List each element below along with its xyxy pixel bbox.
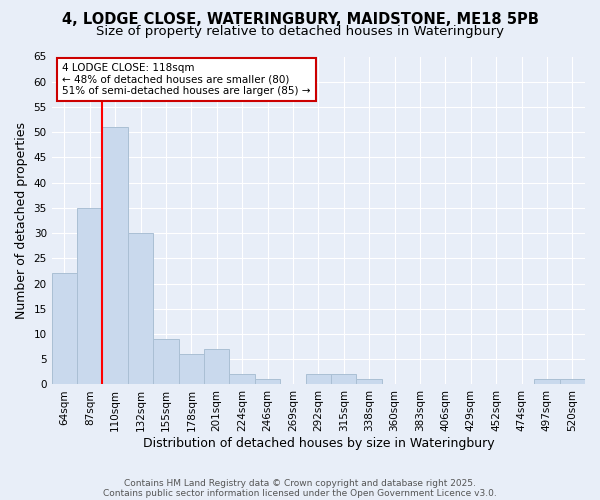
Bar xyxy=(153,339,179,384)
Text: Contains HM Land Registry data © Crown copyright and database right 2025.: Contains HM Land Registry data © Crown c… xyxy=(124,478,476,488)
Bar xyxy=(356,380,382,384)
Bar xyxy=(204,349,229,384)
Text: 4 LODGE CLOSE: 118sqm
← 48% of detached houses are smaller (80)
51% of semi-deta: 4 LODGE CLOSE: 118sqm ← 48% of detached … xyxy=(62,63,311,96)
Bar xyxy=(103,127,128,384)
Bar xyxy=(305,374,331,384)
X-axis label: Distribution of detached houses by size in Wateringbury: Distribution of detached houses by size … xyxy=(143,437,494,450)
Text: Size of property relative to detached houses in Wateringbury: Size of property relative to detached ho… xyxy=(96,25,504,38)
Y-axis label: Number of detached properties: Number of detached properties xyxy=(15,122,28,319)
Bar xyxy=(77,208,103,384)
Bar xyxy=(179,354,204,384)
Bar xyxy=(534,380,560,384)
Text: Contains public sector information licensed under the Open Government Licence v3: Contains public sector information licen… xyxy=(103,488,497,498)
Bar xyxy=(52,274,77,384)
Bar xyxy=(128,233,153,384)
Bar xyxy=(255,380,280,384)
Text: 4, LODGE CLOSE, WATERINGBURY, MAIDSTONE, ME18 5PB: 4, LODGE CLOSE, WATERINGBURY, MAIDSTONE,… xyxy=(62,12,538,28)
Bar xyxy=(229,374,255,384)
Bar xyxy=(331,374,356,384)
Bar xyxy=(560,380,585,384)
